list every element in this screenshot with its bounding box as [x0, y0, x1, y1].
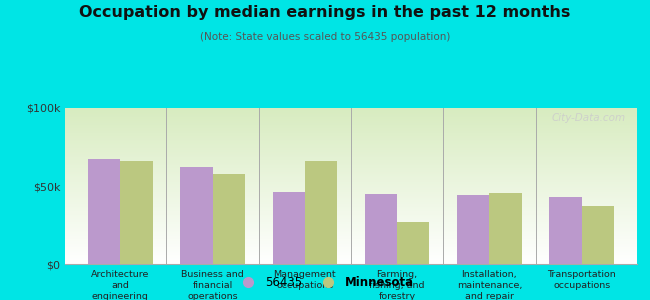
Bar — [272, 192, 305, 264]
Bar — [305, 161, 337, 264]
Bar — [120, 161, 153, 264]
Bar — [457, 195, 489, 264]
Bar — [397, 222, 430, 264]
Bar — [180, 167, 213, 264]
Bar — [88, 160, 120, 264]
Bar — [365, 194, 397, 264]
Bar — [213, 173, 245, 264]
Legend: 56435, Minnesota: 56435, Minnesota — [232, 272, 418, 294]
Bar — [582, 206, 614, 264]
Text: City-Data.com: City-Data.com — [551, 113, 625, 123]
Bar — [549, 197, 582, 264]
Bar — [489, 193, 522, 264]
Text: (Note: State values scaled to 56435 population): (Note: State values scaled to 56435 popu… — [200, 32, 450, 41]
Text: Occupation by median earnings in the past 12 months: Occupation by median earnings in the pas… — [79, 4, 571, 20]
